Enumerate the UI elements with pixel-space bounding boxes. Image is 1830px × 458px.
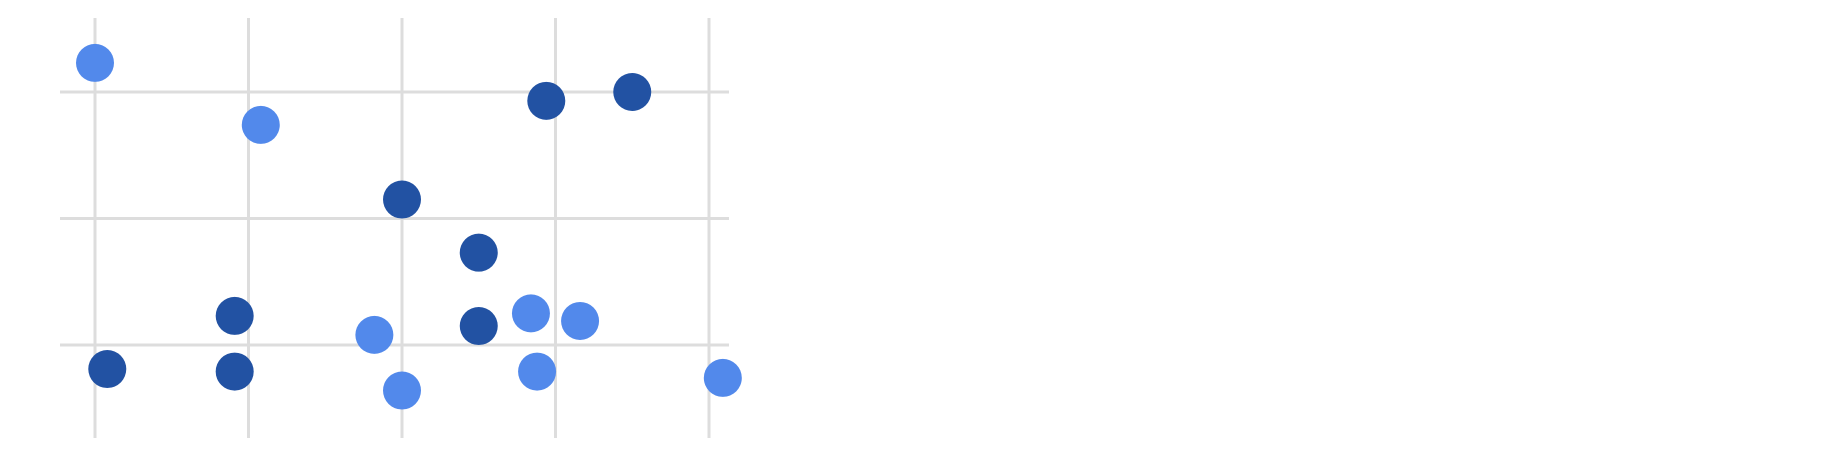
series-2-point-3: [215, 352, 254, 391]
series-1-point-6: [518, 352, 557, 391]
series-2-point-4: [383, 180, 421, 219]
series-1-point-8: [703, 358, 742, 397]
data-points: [76, 43, 742, 410]
series-1-point-7: [561, 301, 600, 340]
series-2-point-1: [88, 350, 127, 389]
series-1-point-4: [383, 371, 421, 410]
series-1-point-1: [76, 43, 114, 82]
series-2-point-8: [613, 73, 652, 111]
series-2-point-6: [459, 307, 498, 346]
series-1-point-3: [355, 315, 394, 354]
series-2-point-7: [527, 81, 566, 120]
series-2-point-2: [215, 296, 254, 335]
series-1-point-2: [241, 105, 280, 144]
series-1-point-5: [511, 294, 550, 333]
series-2-point-5: [459, 233, 498, 272]
